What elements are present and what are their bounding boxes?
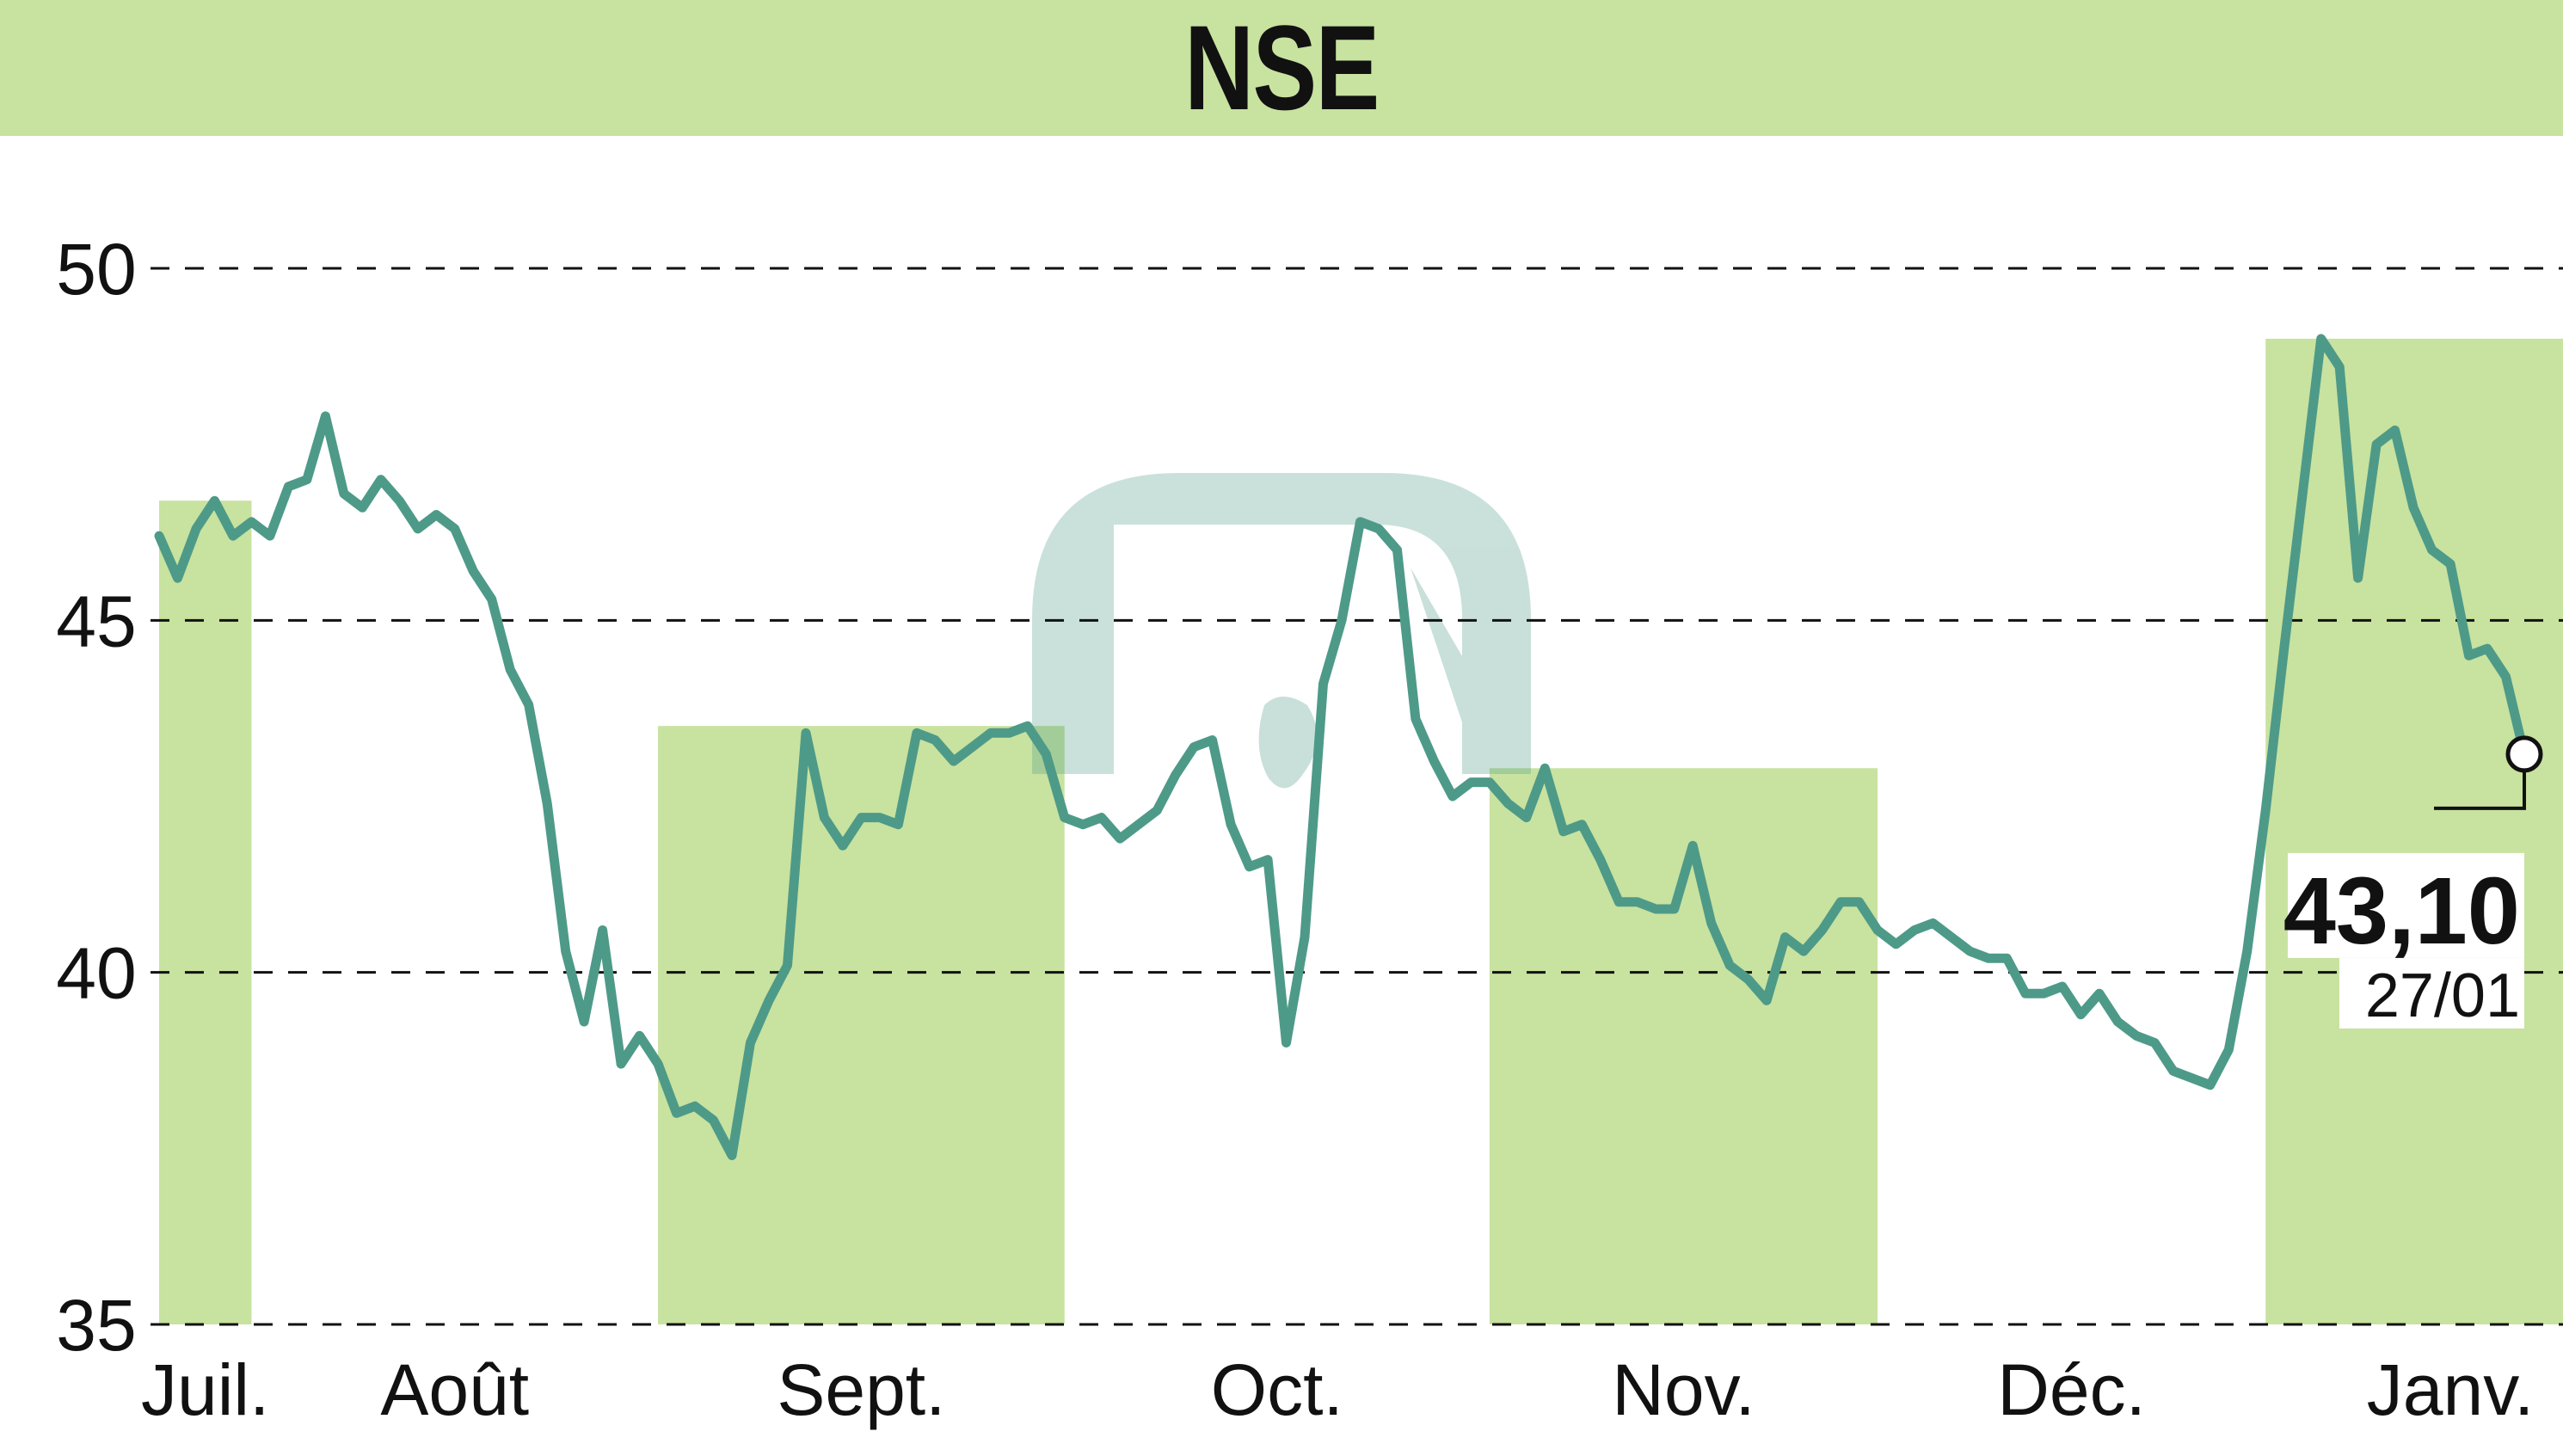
y-tick-label: 40 bbox=[56, 933, 136, 1014]
x-tick-label: Sept. bbox=[777, 1349, 945, 1430]
x-tick-label: Août bbox=[380, 1349, 529, 1430]
y-tick-label: 35 bbox=[56, 1285, 136, 1366]
chart-title: NSE bbox=[1184, 0, 1380, 135]
x-axis: Juil. Août Sept. Oct. Nov. Déc. Janv. bbox=[141, 1349, 2534, 1430]
x-tick-label: Oct. bbox=[1211, 1349, 1343, 1430]
x-tick-label: Nov. bbox=[1612, 1349, 1755, 1430]
last-date-label: 27/01 bbox=[2365, 961, 2520, 1030]
price-line bbox=[154, 334, 2529, 1160]
last-value-point bbox=[2505, 735, 2543, 773]
y-tick-label: 45 bbox=[56, 581, 136, 661]
y-axis: 35 40 45 50 bbox=[56, 229, 136, 1366]
month-band-juil bbox=[159, 501, 252, 1324]
y-tick-label: 50 bbox=[56, 229, 136, 310]
watermark-logo-icon bbox=[1032, 473, 1531, 789]
title-bar: NSE bbox=[0, 0, 2563, 136]
last-date-bg bbox=[2339, 957, 2524, 1029]
gridlines bbox=[151, 267, 2563, 1326]
last-value-bg bbox=[2288, 852, 2524, 958]
month-band-janv bbox=[2265, 338, 2563, 1324]
x-tick-label: Déc. bbox=[1997, 1349, 2146, 1430]
last-value-label: 43,10 bbox=[2283, 858, 2520, 964]
month-band-nov bbox=[1489, 768, 1878, 1324]
x-tick-label: Juil. bbox=[141, 1349, 269, 1430]
x-tick-label: Janv. bbox=[2367, 1349, 2535, 1430]
